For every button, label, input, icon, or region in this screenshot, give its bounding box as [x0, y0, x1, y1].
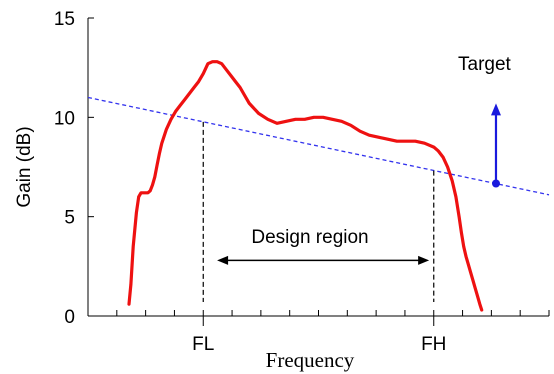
gain-curve — [127, 60, 484, 312]
x-axis-ticks: FL FH — [116, 310, 550, 355]
x-tick-label: FL — [192, 334, 214, 355]
x-axis-label: Frequency — [266, 348, 355, 372]
y-axis-ticks: 0 5 10 15 — [54, 9, 94, 328]
y-axis-label: Gain (dB) — [14, 126, 35, 207]
y-tick-label: 0 — [64, 307, 75, 328]
design-region-label: Design region — [251, 227, 368, 248]
target-arrow — [490, 103, 501, 188]
design-region-arrow — [217, 255, 430, 265]
target-line — [87, 96, 550, 196]
y-tick-label: 5 — [64, 208, 75, 229]
band-edge-markers — [202, 121, 435, 302]
target-label: Target — [458, 54, 512, 75]
x-tick-label: FH — [421, 334, 446, 355]
y-tick-label: 15 — [54, 9, 75, 30]
y-tick-label: 10 — [54, 108, 75, 129]
